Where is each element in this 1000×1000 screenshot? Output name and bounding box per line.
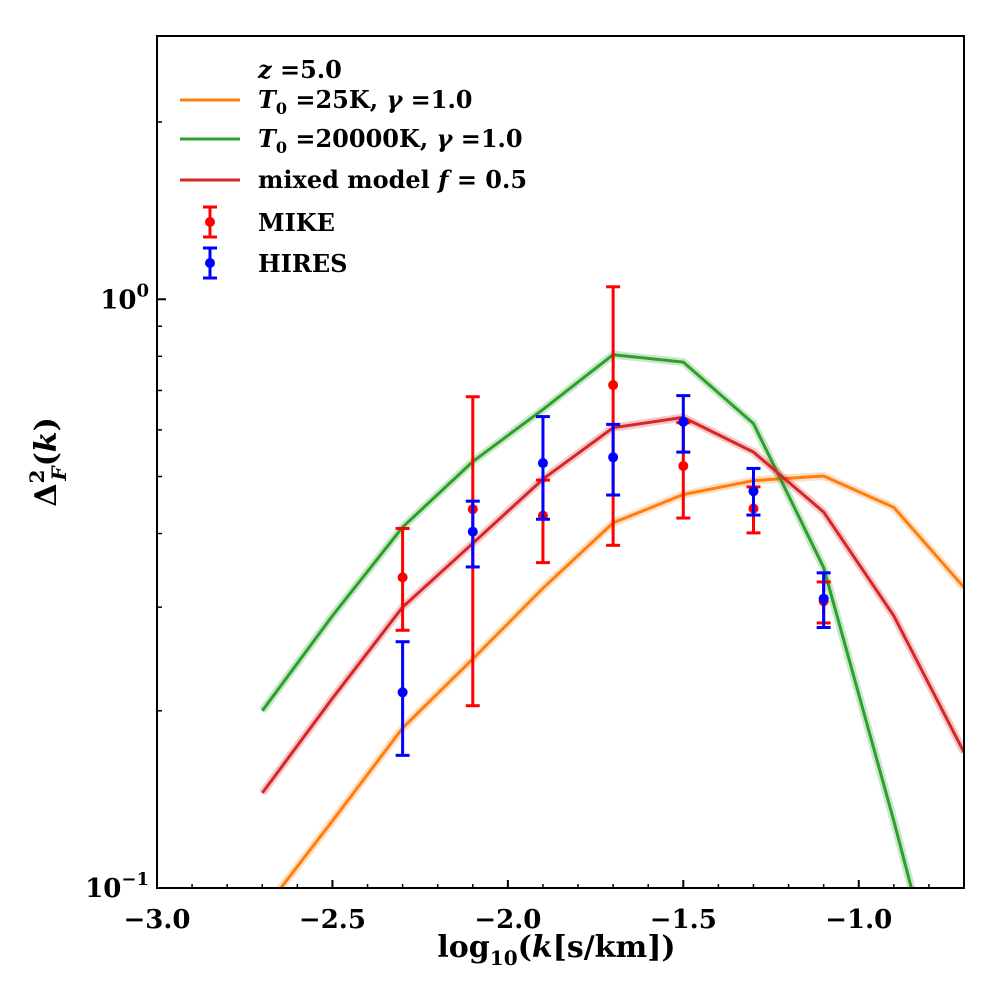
data-marker [608,452,619,463]
mike-point-3 [606,285,621,547]
legend-swatch-hires [203,246,217,280]
data-marker [397,572,408,583]
legend-label-hires: HIRES [258,249,347,278]
data-marker [748,486,759,497]
x-tick-label: −1.0 [825,905,892,935]
legend-label-2: mixed model f = 0.5 [258,165,527,194]
data-marker [608,380,619,391]
data-marker [467,526,478,537]
y-tick-label: 100 [100,280,149,315]
hires-point-2 [535,415,550,521]
x-tick-label: −1.5 [650,905,717,935]
legend-label-1: T0 =20000K, γ =1.0 [258,124,523,157]
x-tick-label: −2.5 [299,905,366,935]
hires-point-0 [395,640,410,757]
hires-point-5 [746,466,761,517]
legend-swatch-mike [203,205,217,239]
data-marker [818,593,829,604]
hires-point-4 [676,394,691,454]
hires-point-1 [465,499,480,569]
legend-marker [205,258,215,268]
x-tick-label: −3.0 [123,905,190,935]
legend-title: z =5.0 [257,55,342,84]
data-marker [678,416,689,427]
plot-background [157,36,964,888]
legend-label-mike: MIKE [258,208,335,237]
y-axis-label: Δ2F(k) [25,417,71,507]
data-marker [678,460,689,471]
data-marker [537,458,548,469]
legend-marker [205,217,215,227]
hires-point-3 [606,422,621,497]
mike-point-0 [395,526,410,632]
legend-label-0: T0 =25K, γ =1.0 [258,85,473,118]
plot-frame [156,35,965,889]
x-tick-label: −2.0 [474,905,541,935]
x-axis-label: log10(k[s/km]) [437,930,675,970]
y-tick-label: 10−1 [85,869,149,904]
hires-point-6 [816,571,831,629]
data-marker [397,687,408,698]
